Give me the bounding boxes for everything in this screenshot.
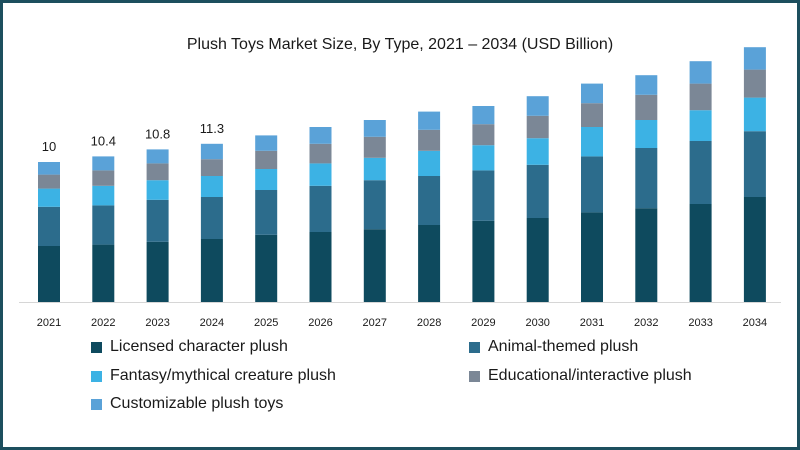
bar-segment <box>363 157 386 181</box>
bar-segment <box>146 199 169 242</box>
bar-segment <box>92 205 115 245</box>
x-tick-label: 2029 <box>471 317 495 329</box>
bar-segment <box>472 124 495 146</box>
bar-segment <box>581 103 603 127</box>
bar-segment <box>689 61 712 84</box>
bar-segment <box>581 156 603 213</box>
bar-segment <box>743 97 766 132</box>
bar-segment <box>92 156 115 171</box>
bar-segment <box>92 170 115 186</box>
x-tick-label: 2028 <box>417 317 441 329</box>
bar-total-label: 11.3 <box>200 121 224 136</box>
chart-title: Plush Toys Market Size, By Type, 2021 – … <box>186 36 614 53</box>
bar-segment <box>635 148 658 209</box>
bar-segment <box>526 115 549 139</box>
bar-segment <box>689 110 712 141</box>
bar-segment <box>38 174 60 189</box>
bar-segment <box>472 106 495 125</box>
bar-segment <box>526 96 549 116</box>
bar-segment <box>309 185 332 232</box>
bar-segment <box>418 225 441 302</box>
bar-segment <box>38 188 60 207</box>
bar-segment <box>743 131 766 197</box>
bar-segment <box>689 204 712 302</box>
bar-segment <box>743 47 766 70</box>
chart-plot-area: 10 2021 10.4 2022 10.8 2023 11.3 2024 2025 2026 20… <box>19 47 781 329</box>
x-tick-label: 2034 <box>743 317 767 329</box>
bar-segment <box>309 232 332 302</box>
x-tick-label: 2026 <box>308 317 332 329</box>
bar-segment <box>255 135 278 151</box>
bar-segment <box>255 169 278 190</box>
bar-segment <box>38 206 60 246</box>
bar-segment <box>309 163 332 186</box>
x-tick-label: 2027 <box>363 317 387 329</box>
bar-segment <box>581 212 603 302</box>
bar-segment <box>146 241 169 302</box>
bar-segment <box>526 164 549 218</box>
bar-segment <box>472 145 495 171</box>
bar-segment <box>146 163 169 181</box>
bar-segment <box>418 129 441 151</box>
x-tick-label: 2024 <box>200 317 224 329</box>
bar-segment <box>689 141 712 204</box>
bar-segment <box>635 94 658 120</box>
bar-segment <box>255 150 278 169</box>
bar-segment <box>472 170 495 221</box>
bar-segment <box>363 229 386 302</box>
bar-segment <box>146 149 169 164</box>
bar-segment <box>200 239 223 302</box>
bar-segment <box>309 143 332 164</box>
bar-segment <box>146 180 169 200</box>
bar-segment <box>200 176 223 197</box>
x-tick-label: 2022 <box>91 317 115 329</box>
bar-segment <box>418 176 441 225</box>
bar-total-label: 10 <box>42 139 56 154</box>
bar-segment <box>418 150 441 176</box>
bar-segment <box>363 136 386 158</box>
bar-segment <box>743 197 766 302</box>
bar-segment <box>581 127 603 157</box>
bar-segment <box>309 127 332 144</box>
bar-segment <box>255 234 278 302</box>
bar-segment <box>363 180 386 230</box>
x-tick-label: 2025 <box>254 317 278 329</box>
x-tick-label: 2033 <box>688 317 712 329</box>
bar-segment <box>689 83 712 111</box>
bar-segment <box>418 111 441 130</box>
bar-segment <box>526 218 549 302</box>
x-tick-label: 2030 <box>525 317 549 329</box>
bar-segment <box>526 138 549 165</box>
bar-segment <box>38 162 60 175</box>
bar-segment <box>92 244 115 302</box>
bar-segment <box>743 69 766 98</box>
bar-segment <box>472 220 495 302</box>
bar-segment <box>635 75 658 95</box>
bar-segment <box>635 208 658 302</box>
x-tick-label: 2023 <box>145 317 169 329</box>
bar-segment <box>200 143 223 160</box>
bar-segment <box>200 159 223 176</box>
x-tick-label: 2032 <box>634 317 658 329</box>
bar-segment <box>255 190 278 235</box>
x-tick-label: 2021 <box>37 317 61 329</box>
bar-total-label: 10.8 <box>145 126 170 141</box>
bar-total-label: 10.4 <box>91 133 116 148</box>
bar-segment <box>635 120 658 148</box>
bar-segment <box>363 120 386 137</box>
bar-segment <box>581 83 603 104</box>
bar-segment <box>200 197 223 239</box>
bar-segment <box>38 246 60 302</box>
x-tick-label: 2031 <box>580 317 604 329</box>
bar-segment <box>92 185 115 206</box>
